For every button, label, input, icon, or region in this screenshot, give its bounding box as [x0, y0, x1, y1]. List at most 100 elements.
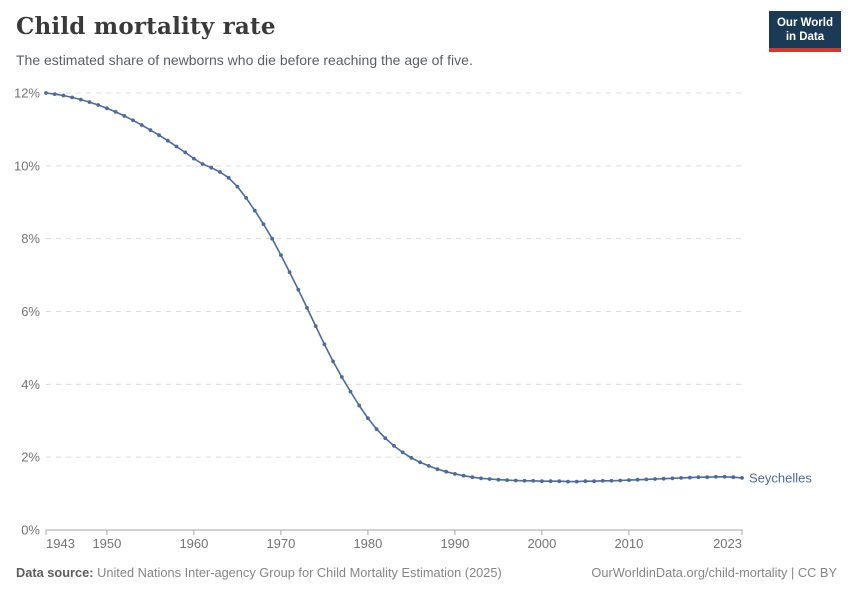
data-point[interactable]: [566, 479, 570, 484]
data-point[interactable]: [148, 128, 153, 133]
data-point[interactable]: [522, 478, 527, 483]
data-point[interactable]: [583, 479, 588, 484]
data-point[interactable]: [496, 477, 501, 482]
data-point[interactable]: [209, 165, 214, 170]
data-point[interactable]: [165, 138, 170, 143]
data-point[interactable]: [331, 359, 335, 364]
owid-logo-line1: Our World: [776, 17, 833, 29]
data-point[interactable]: [287, 270, 292, 275]
data-point[interactable]: [548, 479, 553, 484]
data-point[interactable]: [131, 118, 135, 123]
data-point[interactable]: [705, 475, 710, 480]
x-tick-label: 2023: [713, 536, 742, 551]
data-point[interactable]: [600, 478, 605, 483]
data-point[interactable]: [183, 150, 188, 155]
data-point[interactable]: [357, 403, 362, 408]
data-point[interactable]: [714, 474, 718, 479]
data-point[interactable]: [540, 479, 544, 484]
data-point[interactable]: [87, 100, 92, 104]
data-point[interactable]: [635, 477, 640, 482]
data-point[interactable]: [400, 450, 405, 455]
data-point[interactable]: [696, 475, 701, 480]
footer-license-link[interactable]: OurWorldinData.org/child-mortality | CC …: [591, 565, 837, 580]
data-point[interactable]: [574, 479, 579, 484]
data-point[interactable]: [479, 476, 483, 481]
data-point[interactable]: [139, 123, 144, 127]
x-tick-label: 1970: [266, 536, 295, 551]
data-point[interactable]: [192, 156, 196, 161]
data-point[interactable]: [218, 170, 222, 174]
data-point[interactable]: [105, 106, 109, 111]
data-point[interactable]: [313, 324, 318, 328]
data-point[interactable]: [296, 287, 301, 292]
data-point[interactable]: [226, 176, 231, 180]
data-point[interactable]: [44, 91, 48, 95]
data-point[interactable]: [366, 416, 370, 421]
data-point[interactable]: [505, 478, 509, 482]
data-point[interactable]: [270, 236, 275, 241]
data-point[interactable]: [305, 306, 309, 310]
data-point[interactable]: [374, 427, 379, 431]
data-point[interactable]: [122, 114, 127, 118]
data-point[interactable]: [687, 475, 692, 480]
data-source-text: United Nations Inter-agency Group for Ch…: [97, 565, 502, 580]
data-point[interactable]: [244, 196, 249, 200]
data-point[interactable]: [174, 144, 179, 149]
data-point[interactable]: [96, 103, 101, 107]
data-point[interactable]: [78, 97, 83, 102]
data-point[interactable]: [322, 342, 327, 347]
data-point[interactable]: [592, 479, 596, 484]
data-point[interactable]: [670, 476, 675, 481]
data-point[interactable]: [113, 110, 118, 114]
data-point[interactable]: [200, 162, 205, 166]
data-point[interactable]: [61, 93, 66, 98]
data-point[interactable]: [461, 473, 466, 478]
data-point[interactable]: [235, 184, 240, 189]
chart-footer: Data source: United Nations Inter-agency…: [16, 565, 837, 580]
data-point[interactable]: [444, 469, 449, 474]
data-point[interactable]: [409, 456, 414, 460]
data-point[interactable]: [426, 464, 431, 468]
data-point[interactable]: [348, 389, 353, 394]
y-tick-label: 12%: [14, 86, 40, 101]
data-line[interactable]: [45, 92, 743, 483]
owid-logo[interactable]: Our World in Data: [768, 11, 841, 52]
data-point[interactable]: [722, 474, 727, 479]
owid-logo-line2: in Data: [785, 31, 825, 44]
data-point[interactable]: [644, 477, 649, 482]
data-point[interactable]: [392, 444, 396, 448]
data-point[interactable]: [339, 375, 344, 379]
x-tick-label: 1950: [92, 536, 121, 551]
data-point[interactable]: [383, 436, 388, 441]
data-point[interactable]: [470, 475, 475, 480]
data-point[interactable]: [679, 476, 683, 480]
data-point[interactable]: [261, 222, 266, 227]
y-tick-label: 6%: [21, 304, 40, 319]
data-point[interactable]: [513, 478, 518, 483]
data-point[interactable]: [531, 478, 536, 483]
data-point[interactable]: [70, 95, 74, 100]
data-point[interactable]: [661, 476, 666, 481]
data-point[interactable]: [418, 460, 422, 465]
x-tick-label: 2010: [614, 536, 643, 551]
data-point[interactable]: [557, 479, 562, 484]
series-label-seychelles[interactable]: Seychelles: [749, 470, 812, 485]
data-point[interactable]: [252, 208, 257, 213]
data-point[interactable]: [453, 472, 457, 476]
data-point[interactable]: [157, 133, 162, 138]
y-tick-label: 0%: [21, 523, 40, 538]
data-point[interactable]: [731, 475, 736, 480]
data-point[interactable]: [435, 467, 440, 472]
data-point[interactable]: [740, 476, 744, 480]
data-point[interactable]: [618, 478, 623, 483]
y-tick-label: 8%: [21, 231, 40, 246]
line-chart-canvas: 0% 2% 4% 6% 8% 10% 12% 1943 1950 1960 1970 1980 1990…: [14, 86, 812, 552]
data-point[interactable]: [627, 478, 631, 482]
data-point[interactable]: [52, 92, 57, 96]
data-source: Data source: United Nations Inter-agency…: [16, 565, 502, 580]
data-point[interactable]: [653, 477, 657, 481]
data-point[interactable]: [487, 477, 492, 481]
data-point[interactable]: [609, 478, 614, 483]
data-point[interactable]: [279, 253, 283, 257]
